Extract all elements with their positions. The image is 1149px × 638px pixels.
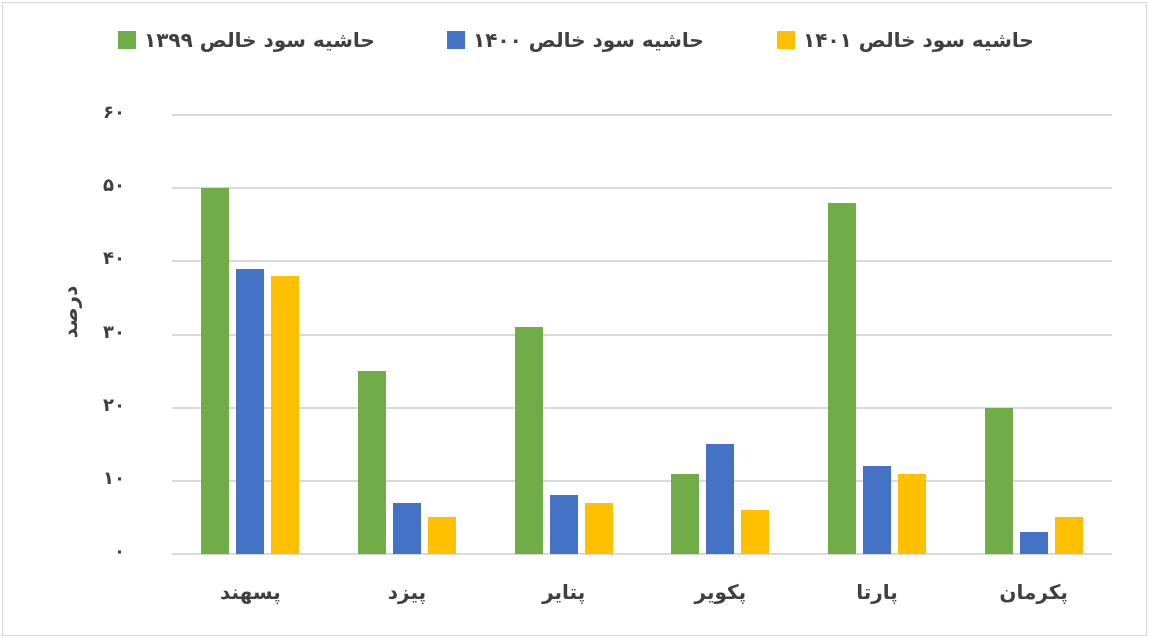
- legend-item-1401: حاشیه سود خالص ۱۴۰۱: [777, 28, 1034, 52]
- chart-legend: حاشیه سود خالص ۱۳۹۹ حاشیه سود خالص ۱۴۰۰ …: [0, 28, 1149, 64]
- y-tick-label: ۲۰: [103, 394, 125, 416]
- bar: [671, 473, 700, 554]
- bar: [358, 371, 386, 554]
- legend-label: حاشیه سود خالص ۱۴۰۰: [473, 28, 704, 52]
- gridline: [172, 260, 1112, 263]
- bar: [428, 517, 456, 554]
- legend-item-1399: حاشیه سود خالص ۱۳۹۹: [118, 28, 375, 52]
- bar: [271, 275, 300, 554]
- legend-label: حاشیه سود خالص ۱۳۹۹: [144, 28, 375, 52]
- x-tick-label: پیزد: [387, 580, 427, 604]
- y-tick-label: ۴۰: [103, 248, 125, 270]
- gridline: [172, 187, 1112, 190]
- gridline: [172, 114, 1112, 116]
- x-tick-label: پسهند: [219, 580, 281, 604]
- x-tick-label: پکویر: [694, 580, 747, 604]
- y-axis-label: درصد: [58, 285, 82, 339]
- bar: [984, 407, 1013, 554]
- bar: [584, 502, 613, 554]
- gridline: [172, 406, 1112, 409]
- y-tick-label: ۰: [114, 541, 125, 562]
- y-tick-label: ۱۰: [103, 467, 125, 489]
- legend-swatch-blue-icon: [447, 31, 465, 49]
- bar: [1054, 517, 1083, 554]
- legend-label: حاشیه سود خالص ۱۴۰۱: [803, 28, 1034, 52]
- bar: [898, 473, 926, 554]
- gridline: [172, 333, 1112, 336]
- y-tick-label: ۳۰: [103, 321, 125, 343]
- bar: [706, 444, 735, 554]
- bar: [201, 188, 230, 554]
- x-tick-label: پتایر: [542, 580, 586, 604]
- bar: [514, 327, 543, 554]
- bar: [863, 466, 891, 554]
- bar: [236, 268, 265, 554]
- legend-item-1400: حاشیه سود خالص ۱۴۰۰: [447, 28, 704, 52]
- y-tick-label: ۶۰: [103, 102, 125, 123]
- x-tick-label: پکرمان: [999, 580, 1068, 604]
- bar: [1019, 532, 1048, 554]
- legend-swatch-green-icon: [118, 31, 136, 49]
- x-tick-label: پارتا: [856, 580, 898, 604]
- gridline: [172, 553, 1112, 555]
- bar: [828, 202, 856, 554]
- legend-swatch-yellow-icon: [777, 31, 795, 49]
- gridline: [172, 479, 1112, 482]
- bar: [741, 510, 770, 554]
- bar: [393, 502, 421, 554]
- bar: [549, 495, 578, 554]
- y-tick-label: ۵۰: [103, 175, 125, 197]
